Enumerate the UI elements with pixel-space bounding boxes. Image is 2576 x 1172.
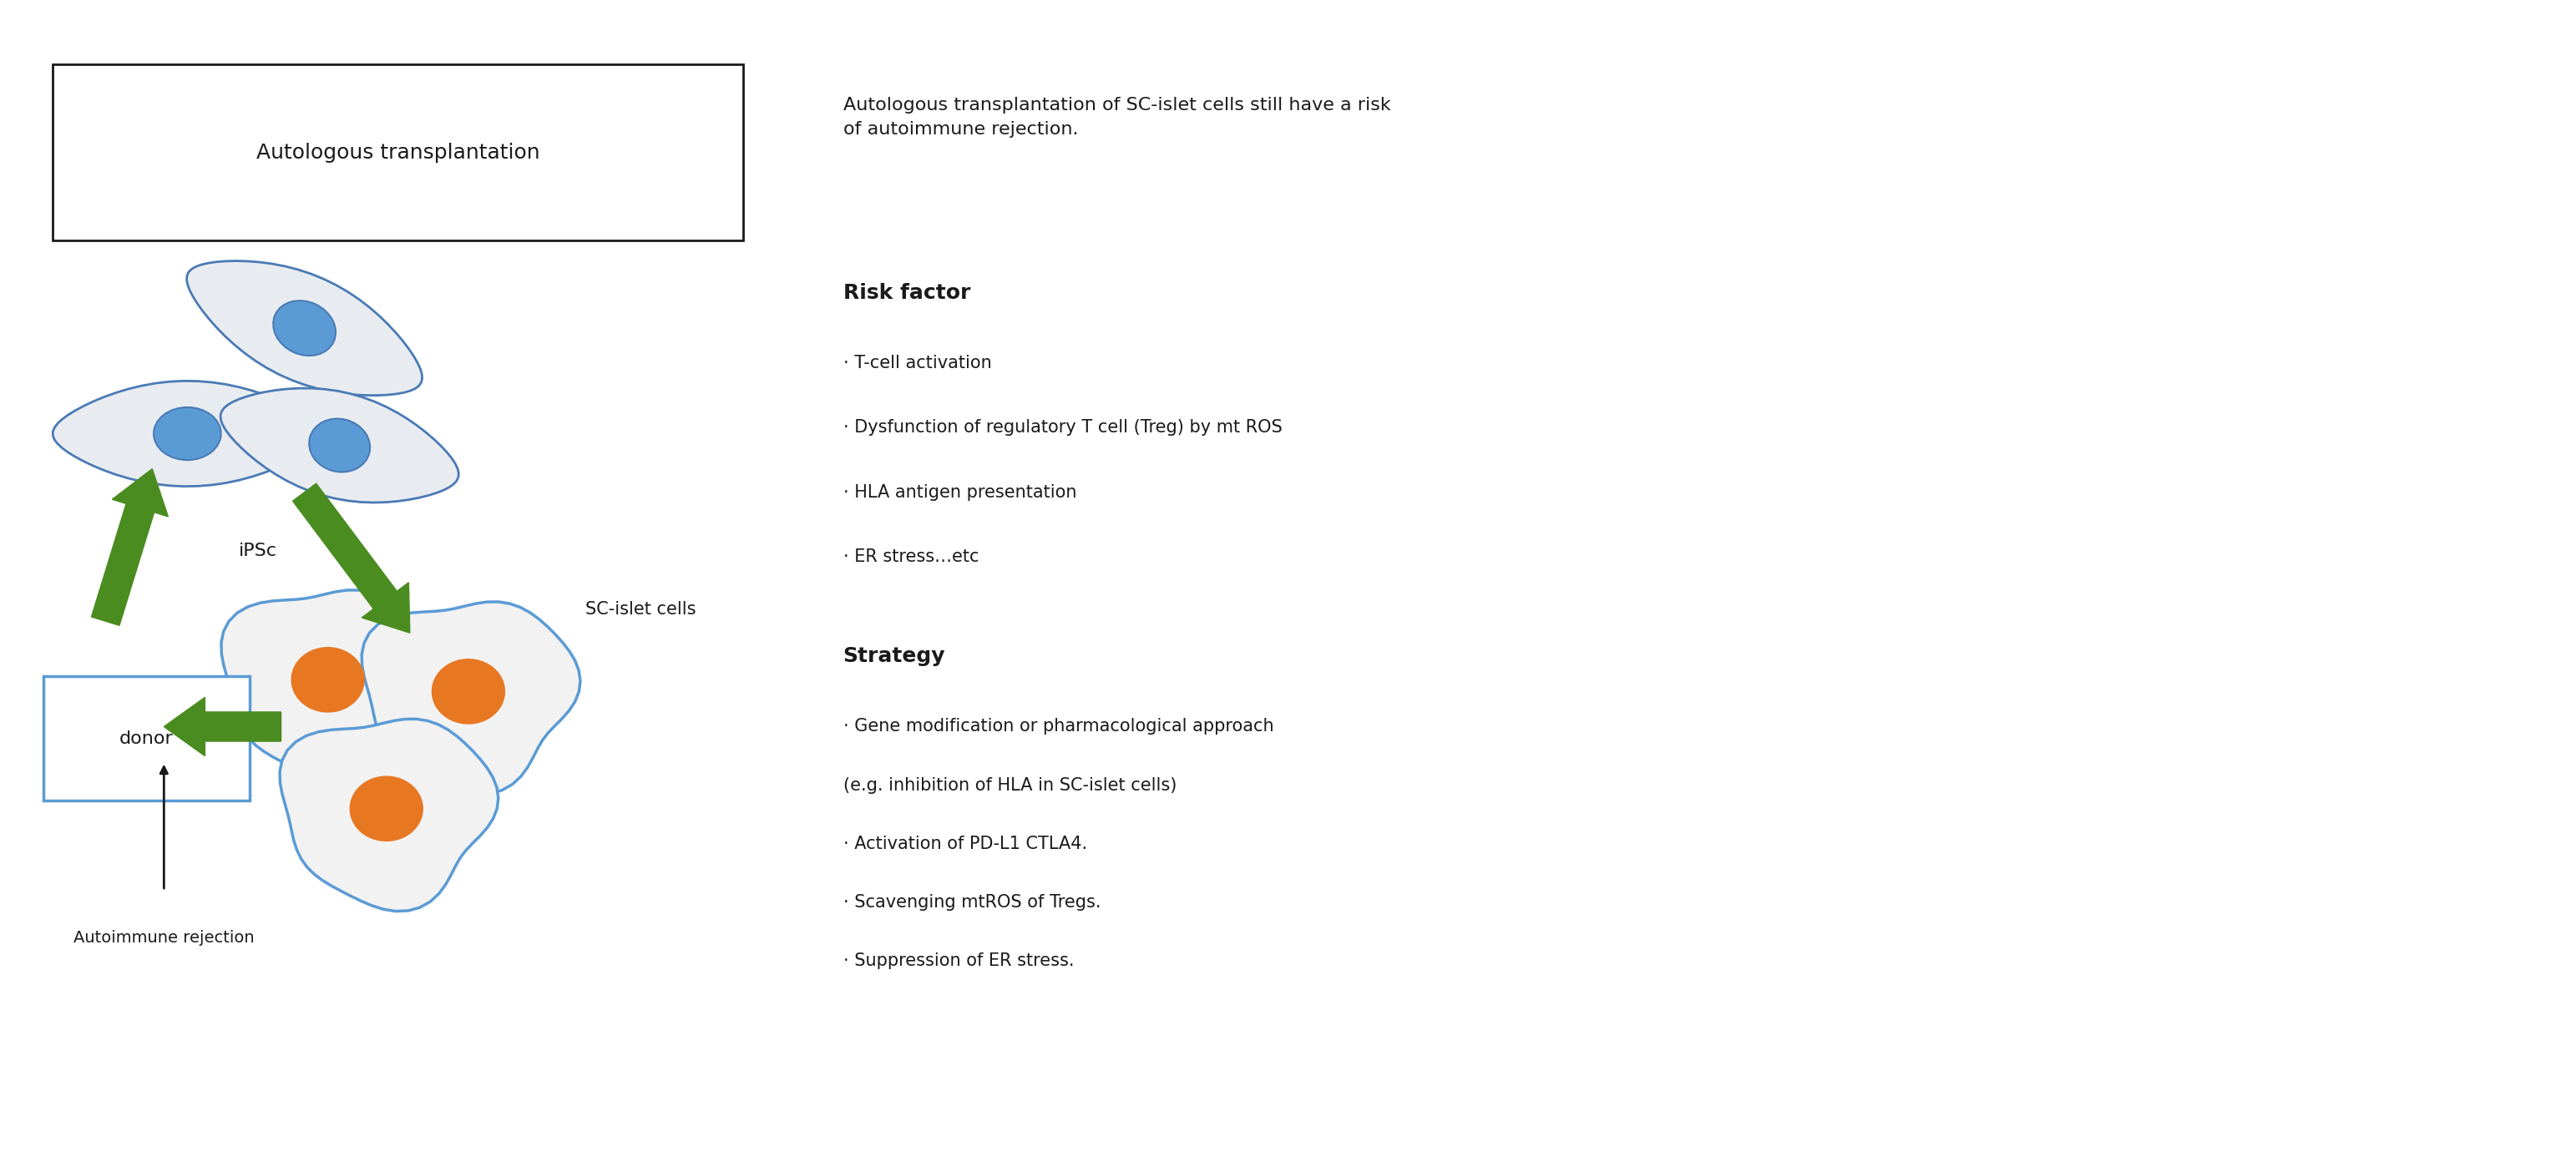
Text: · Activation of PD-L1 CTLA4.: · Activation of PD-L1 CTLA4. [842, 836, 1087, 852]
FancyArrow shape [90, 469, 167, 626]
Text: · HLA antigen presentation: · HLA antigen presentation [842, 484, 1077, 500]
Text: donor: donor [118, 730, 173, 747]
Ellipse shape [291, 647, 366, 713]
Polygon shape [361, 602, 580, 793]
FancyBboxPatch shape [52, 64, 744, 240]
Ellipse shape [350, 776, 422, 841]
FancyBboxPatch shape [44, 676, 250, 800]
Text: · Suppression of ER stress.: · Suppression of ER stress. [842, 953, 1074, 969]
Text: iPSc: iPSc [240, 543, 276, 559]
Polygon shape [222, 591, 440, 782]
Ellipse shape [273, 301, 335, 355]
Text: Risk factor: Risk factor [842, 282, 971, 304]
Ellipse shape [430, 659, 505, 724]
Text: · T-cell activation: · T-cell activation [842, 355, 992, 372]
FancyArrow shape [294, 483, 410, 633]
Text: · Dysfunction of regulatory T cell (Treg) by mt ROS: · Dysfunction of regulatory T cell (Treg… [842, 420, 1283, 436]
Polygon shape [54, 381, 322, 486]
Text: · Gene modification or pharmacological approach: · Gene modification or pharmacological a… [842, 718, 1273, 735]
Ellipse shape [155, 407, 222, 459]
Polygon shape [185, 261, 422, 395]
Text: Strategy: Strategy [842, 646, 945, 667]
Polygon shape [281, 720, 497, 911]
Text: · Scavenging mtROS of Tregs.: · Scavenging mtROS of Tregs. [842, 894, 1100, 911]
Text: Autoimmune rejection: Autoimmune rejection [75, 929, 255, 946]
Text: SC-islet cells: SC-islet cells [585, 601, 696, 618]
Text: Autologous transplantation: Autologous transplantation [258, 142, 541, 163]
FancyArrow shape [165, 697, 281, 756]
Text: Autologous transplantation of SC-islet cells still have a risk
of autoimmune rej: Autologous transplantation of SC-islet c… [842, 96, 1391, 138]
Polygon shape [222, 388, 459, 503]
Text: · ER stress…etc: · ER stress…etc [842, 548, 979, 565]
Text: (e.g. inhibition of HLA in SC-islet cells): (e.g. inhibition of HLA in SC-islet cell… [842, 777, 1177, 793]
Ellipse shape [309, 418, 371, 472]
